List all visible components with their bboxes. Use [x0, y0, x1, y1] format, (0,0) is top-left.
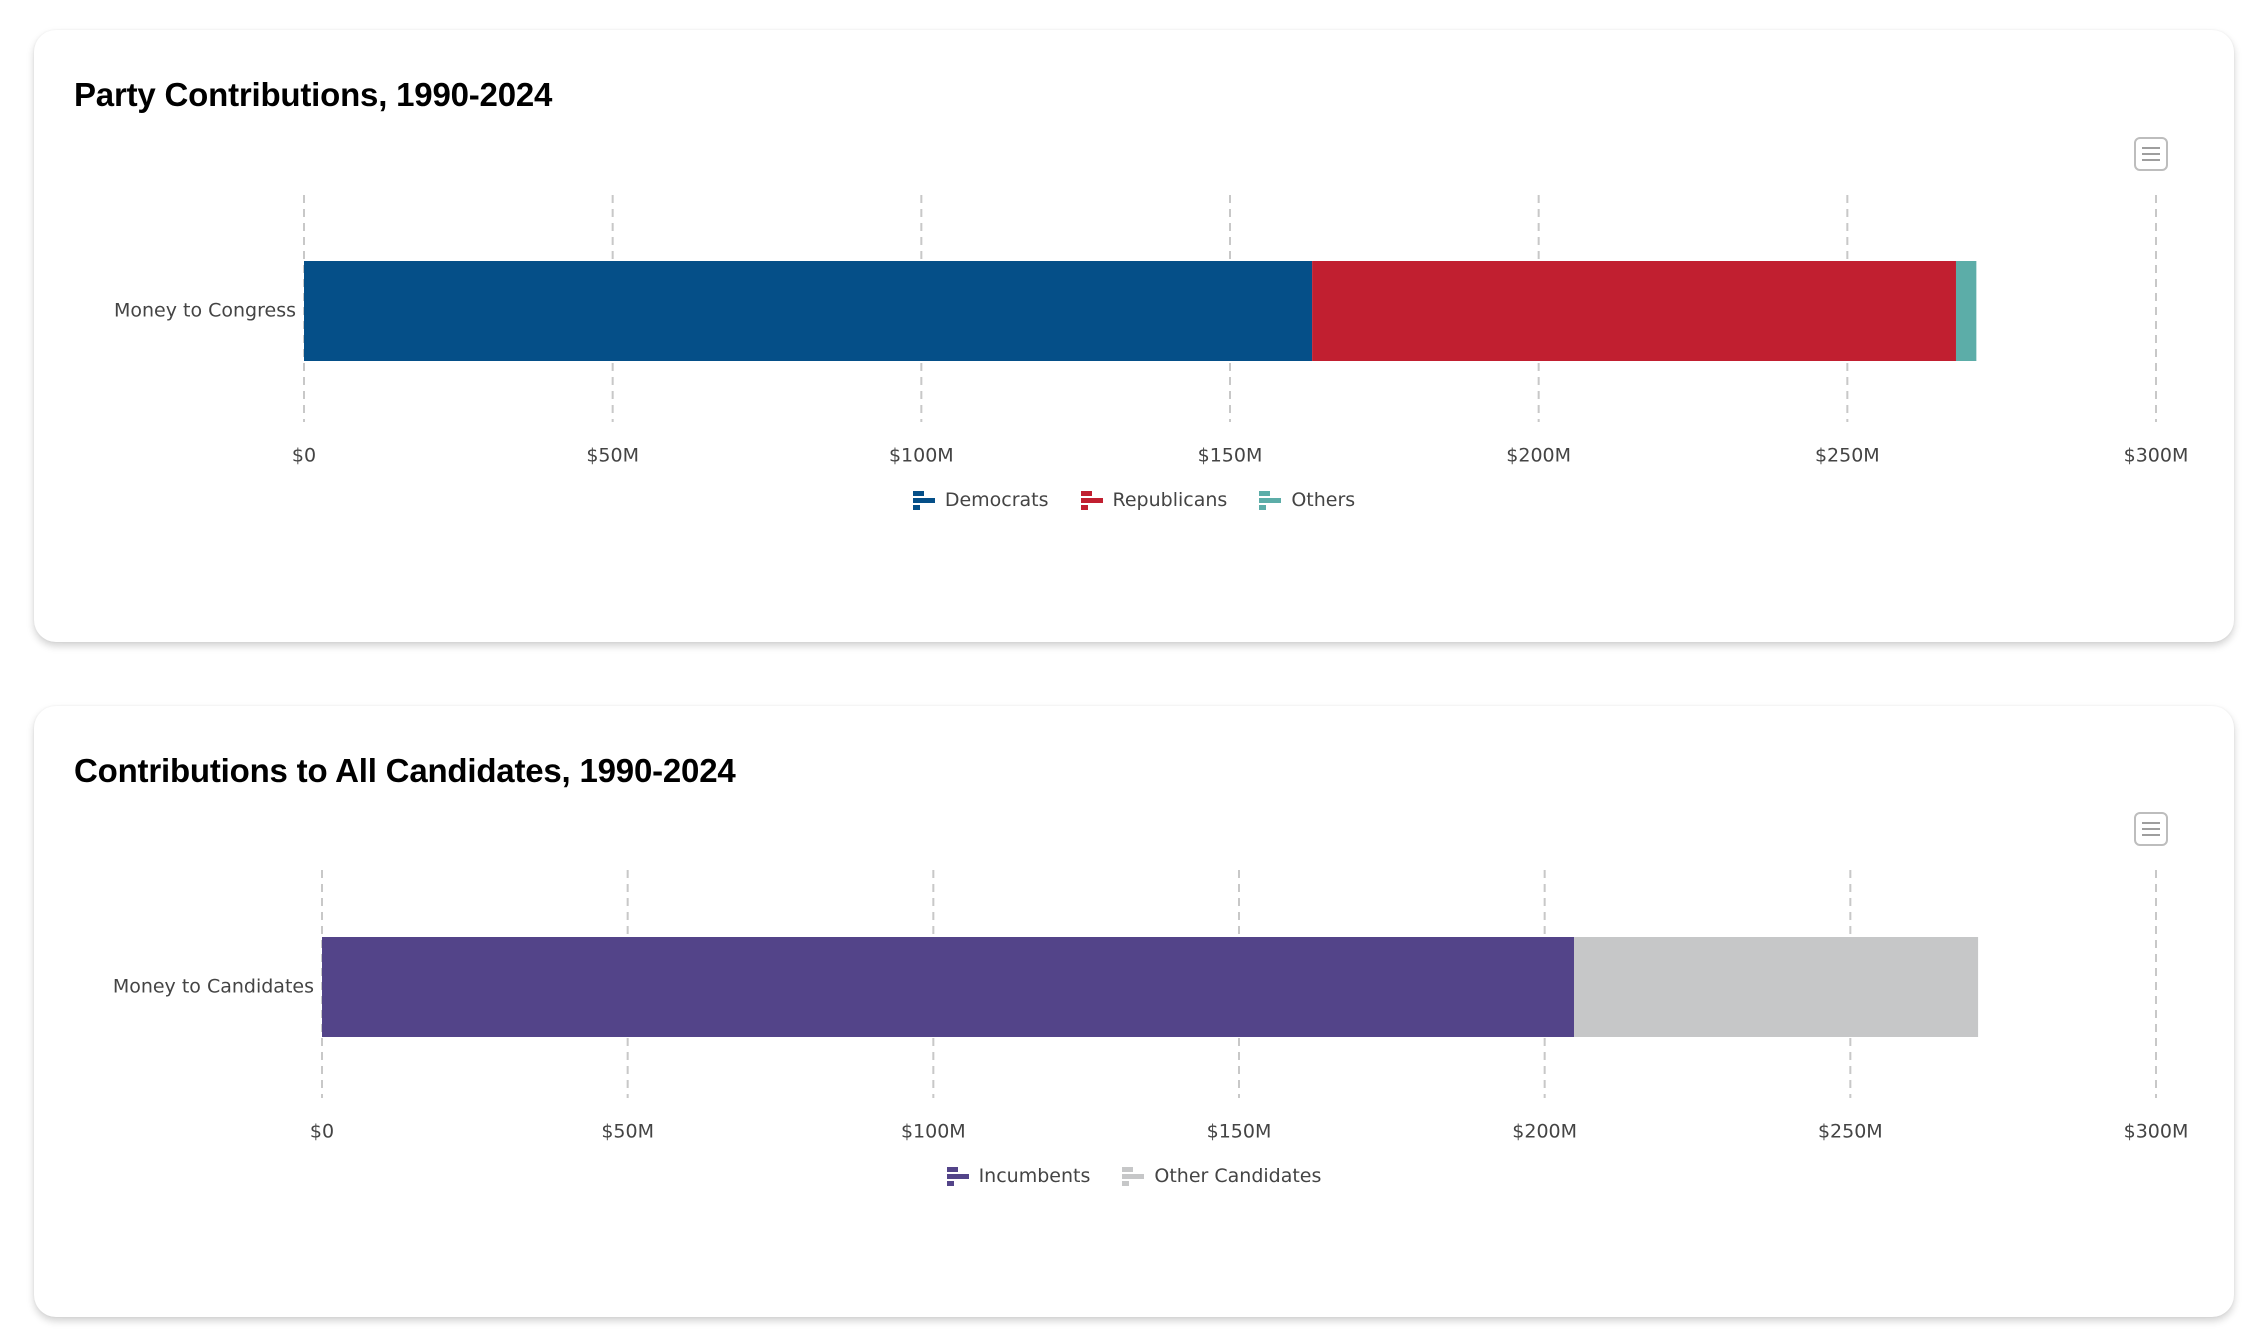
hamburger-menu-icon-line: [2142, 159, 2160, 161]
legend-item-incumbents[interactable]: Incumbents: [946, 1165, 1091, 1187]
bar-chart-horizontal-icon: [1122, 1165, 1145, 1187]
x-tick-label: $0: [310, 1121, 334, 1143]
bar-chart-horizontal-icon: [912, 489, 935, 511]
candidate-contributions-chart: $0 $50M $100M $150M $200M $250M $300M Money to …: [113, 870, 2189, 1143]
hamburger-menu-icon-line: [2142, 153, 2160, 155]
legend-item-democrats[interactable]: Democrats: [912, 489, 1049, 511]
x-tick-label: $100M: [889, 445, 954, 467]
legend-item-others[interactable]: Others: [1259, 489, 1355, 511]
candidate-contributions-card: Contributions to All Candidates, 1990-20…: [34, 706, 2234, 1317]
bar-segment-republicans[interactable]: [1312, 261, 1956, 361]
bar-chart-horizontal-icon: [946, 1165, 969, 1187]
x-tick-label: $250M: [1818, 1121, 1883, 1143]
legend-item-republicans[interactable]: Republicans: [1080, 489, 1228, 511]
x-tick-label: $300M: [2124, 1121, 2189, 1143]
x-tick-label: $200M: [1506, 445, 1571, 467]
legend-label: Incumbents: [978, 1165, 1091, 1187]
chart-title: Contributions to All Candidates, 1990-20…: [74, 752, 736, 789]
x-tick-label: $150M: [1207, 1121, 1272, 1143]
legend-item-other-candidates[interactable]: Other Candidates: [1122, 1165, 1321, 1187]
chart-title: Party Contributions, 1990-2024: [74, 76, 553, 113]
x-tick-label: $250M: [1815, 445, 1880, 467]
bar-segment-democrats[interactable]: [304, 261, 1313, 361]
party-contributions-chart: $0 $50M $100M $150M $200M $250M $300M Money to …: [114, 195, 2189, 467]
party-contributions-card: Party Contributions, 1990-2024 $0 $50M $10…: [34, 30, 2234, 642]
category-label: Money to Candidates: [113, 976, 314, 998]
x-tick-label: $100M: [901, 1121, 966, 1143]
x-tick-label: $300M: [2124, 445, 2189, 467]
legend-label: Other Candidates: [1154, 1165, 1322, 1187]
legend-label: Republicans: [1112, 489, 1228, 511]
chart-legend: Incumbents Other Candidates: [34, 1165, 2234, 1187]
x-tick-label: $50M: [601, 1121, 654, 1143]
bar-chart-horizontal-icon: [1080, 489, 1103, 511]
category-label: Money to Congress: [114, 300, 296, 322]
chart-menu-button[interactable]: [2134, 812, 2168, 846]
hamburger-menu-icon: [2142, 147, 2160, 149]
bar-segment-other-candidates[interactable]: [1574, 937, 1979, 1037]
legend-label: Others: [1291, 489, 1356, 511]
legend-label: Democrats: [944, 489, 1049, 511]
x-tick-label: $150M: [1198, 445, 1263, 467]
chart-legend: Democrats Republicans Others: [34, 489, 2234, 511]
x-tick-label: $0: [292, 445, 316, 467]
bar-chart-horizontal-icon: [1259, 489, 1282, 511]
hamburger-menu-icon-line: [2142, 834, 2160, 836]
x-tick-label: $200M: [1512, 1121, 1577, 1143]
chart-menu-button[interactable]: [2134, 137, 2168, 171]
bar-segment-incumbents[interactable]: [322, 937, 1575, 1037]
bar-segment-others[interactable]: [1955, 261, 1977, 361]
x-tick-label: $50M: [586, 445, 639, 467]
hamburger-menu-icon-line: [2142, 828, 2160, 830]
hamburger-menu-icon: [2142, 822, 2160, 824]
